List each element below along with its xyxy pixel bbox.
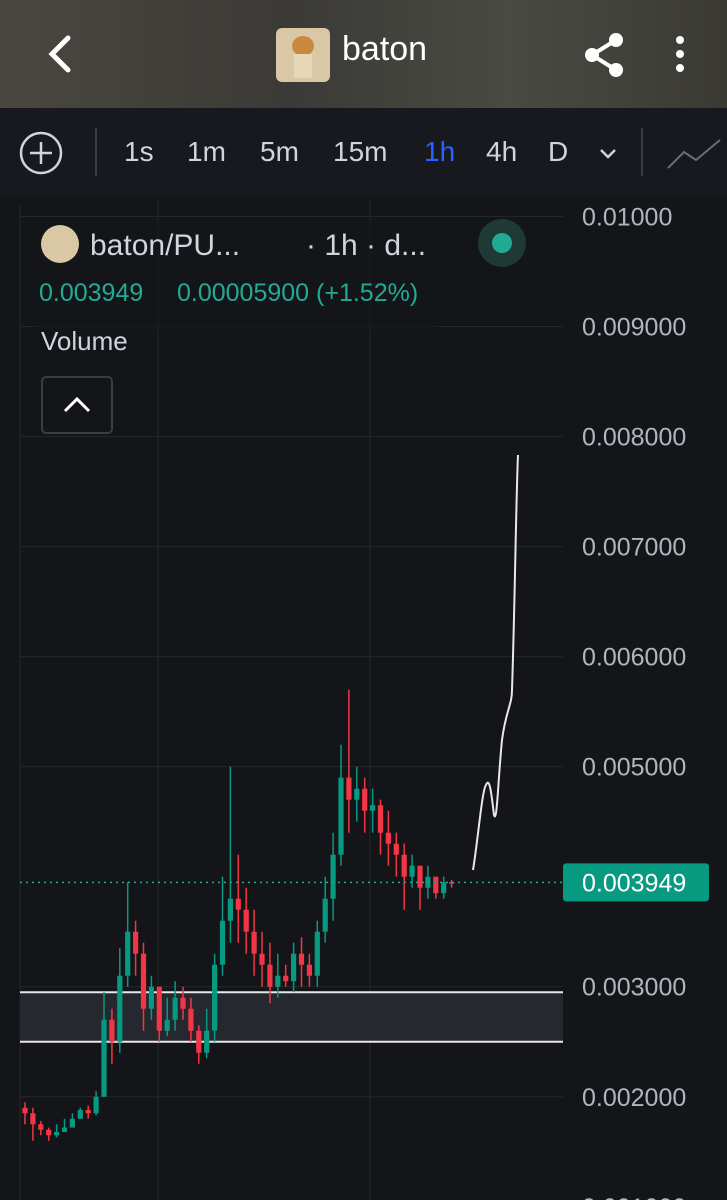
status-dot xyxy=(492,233,512,253)
candle-body xyxy=(69,1118,75,1128)
candle-body xyxy=(180,997,186,1009)
candle-body xyxy=(425,876,431,888)
legend-bg xyxy=(33,220,439,330)
candle-body xyxy=(377,805,384,833)
candle-body xyxy=(306,964,312,976)
candle-body xyxy=(433,876,439,894)
candle-body xyxy=(409,865,415,877)
candle-body xyxy=(93,1096,99,1114)
interval[interactable]: 1m xyxy=(187,136,226,167)
candle-body xyxy=(243,909,249,932)
candle-body xyxy=(219,920,226,965)
candle-body xyxy=(338,777,344,855)
candle-body xyxy=(235,898,241,910)
candle-body xyxy=(54,1131,60,1136)
candle-body xyxy=(362,788,368,811)
y-tick-label: 0.007000 xyxy=(582,534,686,562)
candle-body xyxy=(125,931,131,976)
collapse-button[interactable] xyxy=(41,376,113,434)
candle-body xyxy=(140,953,147,1009)
candle-body xyxy=(22,1107,28,1114)
y-tick-label: 0.01000 xyxy=(582,204,672,232)
candle-body xyxy=(109,1019,115,1042)
candle-body xyxy=(77,1109,83,1119)
candle-body xyxy=(417,865,423,888)
candle-body xyxy=(30,1113,36,1125)
candle-body xyxy=(188,1008,194,1031)
header: baton xyxy=(0,0,727,108)
y-tick-label: 0.009000 xyxy=(582,314,686,342)
interval[interactable]: 1s xyxy=(124,136,154,167)
candle-body xyxy=(164,1019,170,1031)
candle-body xyxy=(393,843,399,855)
candle-body xyxy=(291,953,297,982)
price: 0.003949 xyxy=(39,279,143,307)
y-tick-label: 0.008000 xyxy=(582,424,686,452)
candle-body xyxy=(385,832,391,844)
candle-body xyxy=(46,1129,52,1136)
interval[interactable]: 1h xyxy=(424,136,456,167)
y-tick-label: 0.001000 xyxy=(582,1194,686,1200)
y-tick-label: 0.005000 xyxy=(582,754,686,782)
y-tick-label: 0.003000 xyxy=(582,974,686,1002)
y-tick-label: 0.002000 xyxy=(582,1084,686,1112)
change: 0.00005900 (+1.52%) xyxy=(177,279,418,307)
menu-button[interactable] xyxy=(670,34,690,78)
hand-drawn-line xyxy=(472,454,519,871)
symbol-icon xyxy=(41,225,79,263)
title: baton xyxy=(342,30,428,68)
candle-body xyxy=(156,986,162,1031)
chart: baton/PU... · 1h · d... 0.003949 0.00005… xyxy=(0,200,727,1200)
candle-body xyxy=(267,964,273,987)
share-button[interactable] xyxy=(580,30,630,80)
interval[interactable]: D xyxy=(548,136,569,167)
chart-style[interactable] xyxy=(664,136,724,176)
candle-body xyxy=(61,1127,68,1132)
candle-body xyxy=(354,788,360,800)
symbol: baton/PU... xyxy=(90,229,240,262)
candle-body xyxy=(38,1124,44,1130)
interval[interactable]: 15m xyxy=(333,136,388,167)
candle-body xyxy=(330,854,336,899)
candle-body xyxy=(204,1030,210,1053)
candle-body xyxy=(322,898,328,932)
candle-body xyxy=(148,986,154,1009)
candle-body xyxy=(283,975,289,982)
candle-body xyxy=(401,854,407,877)
candle-body xyxy=(314,931,320,976)
candle-body xyxy=(101,1019,107,1097)
candle-body xyxy=(346,777,352,800)
candle-body xyxy=(370,805,376,811)
add-button[interactable] xyxy=(18,130,66,178)
last-price-label: 0.003949 xyxy=(582,869,686,897)
toolbar: 1s 1m 5m 15m 1h 4h D xyxy=(0,108,727,196)
candle-body xyxy=(212,964,218,1031)
back-button[interactable] xyxy=(40,34,80,74)
candle-body xyxy=(251,931,257,954)
candle-body xyxy=(117,975,123,1042)
more-intervals[interactable] xyxy=(596,144,620,164)
candle-body xyxy=(133,931,139,954)
token-icon xyxy=(276,28,330,82)
candle-body xyxy=(449,882,455,884)
interval[interactable]: 5m xyxy=(260,136,299,167)
candle-body xyxy=(196,1030,202,1053)
indicator: Volume xyxy=(41,326,128,356)
candle-body xyxy=(172,997,178,1020)
candle-body xyxy=(298,953,305,965)
candle-body xyxy=(227,898,233,921)
candle-body xyxy=(85,1109,91,1114)
collapse-icon xyxy=(63,396,91,413)
last-price-tag xyxy=(563,863,709,902)
candle-body xyxy=(259,953,265,965)
candle-body xyxy=(441,882,447,894)
candle-body xyxy=(275,975,281,987)
interval-text: · 1h · d... xyxy=(306,229,426,262)
interval[interactable]: 4h xyxy=(486,136,518,167)
y-tick-label: 0.006000 xyxy=(582,644,686,672)
